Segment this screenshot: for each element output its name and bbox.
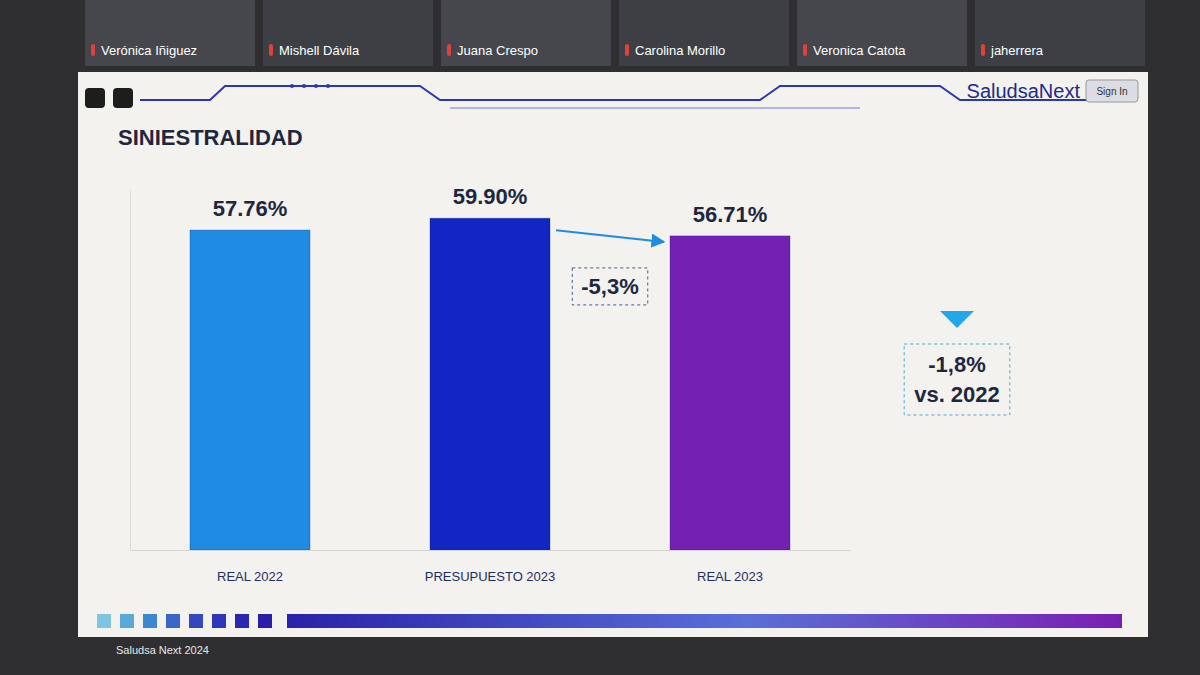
brand: SaludsaNext xyxy=(967,80,1081,102)
circuit-dot xyxy=(290,84,294,88)
tile-bg xyxy=(619,0,789,66)
annotation-box xyxy=(904,344,1010,415)
x-tick-label: REAL 2022 xyxy=(217,569,283,584)
mic-off-icon xyxy=(91,44,95,56)
tile-bg xyxy=(797,0,967,66)
slide xyxy=(78,72,1148,637)
mic-off-icon xyxy=(269,44,273,56)
annotation-line: vs. 2022 xyxy=(914,382,1000,407)
x-tick: PRESUPUESTO 2023 xyxy=(425,550,556,584)
footer-square xyxy=(189,614,203,628)
circuit-line xyxy=(450,108,860,109)
footer-text: Saludsa Next 2024 xyxy=(116,644,209,656)
tile-bg xyxy=(441,0,611,66)
participant-name: Mishell Dávila xyxy=(279,43,360,58)
tile-bg xyxy=(263,0,433,66)
participant-strip: Verónica Iñiguez Mishell Dávila Juana Cres… xyxy=(85,0,1145,66)
y-axis-line xyxy=(130,191,131,551)
sign-in-label[interactable]: Sign In xyxy=(1096,86,1127,97)
footer-square xyxy=(235,614,249,628)
annotation: -5,3% xyxy=(581,274,638,299)
footer-bar xyxy=(287,614,1122,628)
data-label: 59.90% xyxy=(453,184,528,209)
annotation-box xyxy=(572,268,647,305)
arrow xyxy=(556,230,664,242)
participant-tile: Mishell Dávila xyxy=(263,0,433,66)
participant-tile: Carolina Morillo xyxy=(619,0,789,66)
annotation: -1,8% vs. 2022 xyxy=(914,352,1000,407)
footer-decoration xyxy=(97,614,1122,628)
bars xyxy=(190,218,790,550)
footer-square xyxy=(258,614,272,628)
x-axis-line xyxy=(131,550,851,551)
participant-name: Juana Crespo xyxy=(457,43,538,58)
participant-tile: Veronica Catota xyxy=(797,0,967,66)
annotation-line: -1,8% xyxy=(928,352,985,377)
data-label: 56.71% xyxy=(693,202,768,227)
y-axis xyxy=(130,191,131,551)
footer-square xyxy=(143,614,157,628)
mic-off-icon xyxy=(625,44,629,56)
data-labels: 57.76% 59.90% 56.71% xyxy=(213,184,768,227)
sign-in-button[interactable] xyxy=(1086,80,1138,102)
down-triangle xyxy=(940,311,974,328)
participant-name: Carolina Morillo xyxy=(635,43,725,58)
decoration xyxy=(85,84,1100,108)
x-tick-label: PRESUPUESTO 2023 xyxy=(425,569,556,584)
x-tick: REAL 2023 xyxy=(697,550,763,584)
participant-tile: Verónica Iñiguez xyxy=(85,0,255,66)
footer-square xyxy=(97,614,111,628)
mic-off-icon xyxy=(803,44,807,56)
circuit-dot xyxy=(302,84,306,88)
mic-off-icon xyxy=(447,44,451,56)
tile-bg xyxy=(975,0,1145,66)
participant-tile: Juana Crespo xyxy=(441,0,611,66)
mic-off-icon xyxy=(981,44,985,56)
tile-bg xyxy=(85,0,255,66)
participant-name: Veronica Catota xyxy=(813,43,906,58)
data-label: 57.76% xyxy=(213,196,288,221)
grid-icon xyxy=(113,88,133,108)
footer-square xyxy=(212,614,226,628)
bar xyxy=(430,218,550,550)
annotations: -5,3% -1,8% vs. 2022 xyxy=(556,230,1010,415)
circuit-line xyxy=(140,86,1100,100)
circuit-dot xyxy=(326,84,330,88)
x-axis: REAL 2022 PRESUPUESTO 2023 REAL 2023 xyxy=(131,550,851,584)
chart-title: SINIESTRALIDAD xyxy=(118,125,303,150)
shield-icon xyxy=(85,88,105,108)
bar xyxy=(190,230,310,550)
x-tick-label: REAL 2023 xyxy=(697,569,763,584)
screen: Verónica Iñiguez Mishell Dávila Juana Cres… xyxy=(0,0,1200,675)
background xyxy=(0,0,1200,675)
bar xyxy=(670,236,790,550)
participant-name: Verónica Iñiguez xyxy=(101,43,197,58)
circuit-dot xyxy=(314,84,318,88)
participant-tile: jaherrera xyxy=(975,0,1145,66)
participant-name: jaherrera xyxy=(990,43,1044,58)
x-tick: REAL 2022 xyxy=(217,550,283,584)
footer-square xyxy=(120,614,134,628)
footer-square xyxy=(166,614,180,628)
